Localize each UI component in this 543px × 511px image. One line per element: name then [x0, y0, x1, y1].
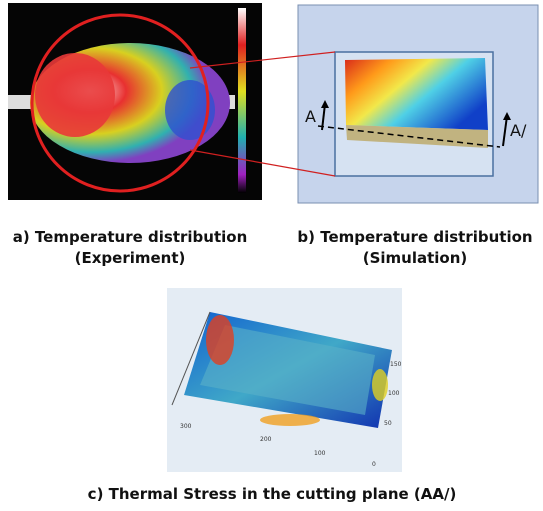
- caption: (Experiment): [75, 249, 186, 267]
- label-a-prime: A/: [510, 121, 527, 140]
- axis-label: 50: [384, 420, 392, 427]
- panel-c: 300 200 100 150 100 50 0: [167, 288, 402, 472]
- panel-b: A A/: [298, 5, 538, 203]
- page: A A/ a) Temperature distribution (Experi…: [0, 0, 543, 511]
- axis-label: 100: [388, 390, 400, 397]
- caption: (Simulation): [363, 249, 468, 267]
- caption: a) Temperature distribution: [13, 228, 248, 246]
- caption: c) Thermal Stress in the cutting plane (…: [88, 485, 457, 503]
- caption: b) Temperature distribution: [297, 228, 532, 246]
- label-a: A: [305, 107, 316, 126]
- color-scale: [238, 8, 246, 193]
- axis-label: 200: [260, 436, 272, 443]
- panel-a: [8, 3, 262, 200]
- figure: A A/ a) Temperature distribution (Experi…: [0, 0, 543, 511]
- sim-block: [345, 58, 488, 130]
- axis-label: 150: [390, 361, 402, 368]
- axis-label: 100: [314, 450, 326, 457]
- axis-label: 0: [372, 461, 376, 468]
- axis-label: 300: [180, 423, 192, 430]
